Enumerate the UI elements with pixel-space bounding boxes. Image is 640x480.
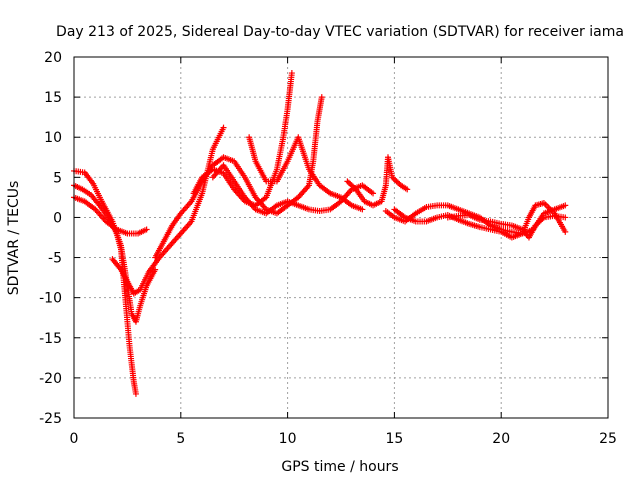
y-tick-label: -10: [39, 291, 62, 307]
x-axis-label: GPS time / hours: [281, 459, 398, 475]
sdtvar-chart: Day 213 of 2025, Sidereal Day-to-day VTE…: [0, 0, 640, 480]
x-tick-label: 0: [70, 431, 79, 447]
data-series: [344, 154, 410, 208]
y-tick-label: -5: [48, 251, 62, 267]
axis-ticks: 0 5 10 15 20 25 -25 -20 -15 -10 -5 0 5 10 15 20: [39, 50, 617, 447]
x-tick-label: 5: [176, 431, 185, 447]
chart-title: Day 213 of 2025, Sidereal Day-to-day VTE…: [56, 24, 624, 40]
y-tick-label: 5: [53, 170, 62, 186]
y-tick-label: 0: [53, 210, 62, 226]
y-tick-label: -25: [39, 411, 62, 427]
y-tick-label: 10: [44, 130, 62, 146]
y-tick-label: 20: [44, 50, 62, 66]
x-tick-label: 20: [492, 431, 510, 447]
x-tick-label: 10: [279, 431, 297, 447]
x-tick-label: 25: [599, 431, 617, 447]
x-tick-label: 15: [385, 431, 403, 447]
y-axis-label: SDTVAR / TECUs: [6, 181, 22, 296]
y-tick-label: -20: [39, 371, 62, 387]
data-markers: [71, 70, 568, 397]
y-tick-label: -15: [39, 331, 62, 347]
y-tick-label: 15: [44, 90, 62, 106]
